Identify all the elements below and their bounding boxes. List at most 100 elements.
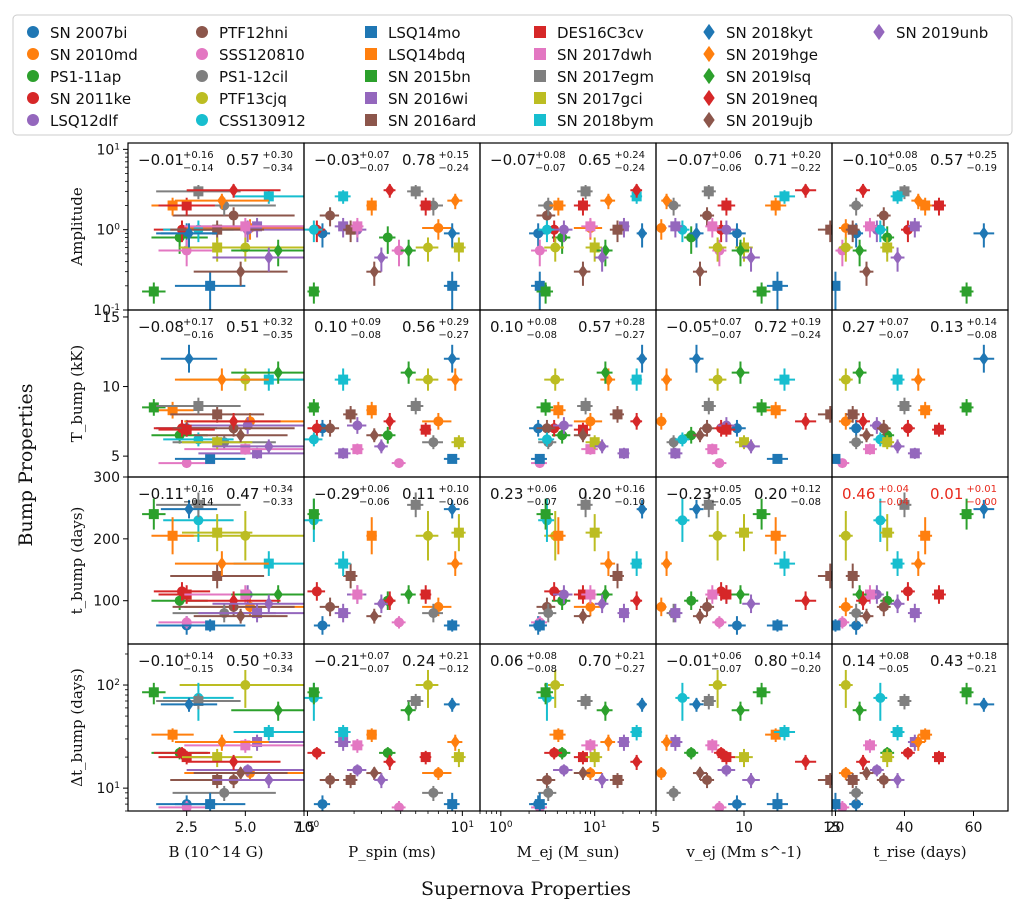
point-marker — [618, 737, 629, 748]
data-point — [911, 551, 926, 576]
point-marker — [612, 224, 623, 235]
data-point — [845, 773, 860, 789]
data-point — [708, 368, 727, 391]
data-point — [717, 750, 736, 765]
correlation-lower: −0.14 — [183, 497, 214, 508]
correlation-annotation: 0.23 +0.06 −0.07 0.20 +0.16 −0.10 — [490, 484, 645, 508]
x-tick-label: 5 — [652, 820, 661, 836]
correlation-lower: −0.06 — [359, 497, 390, 508]
data-point — [443, 619, 460, 632]
data-point — [422, 412, 452, 430]
point-marker — [882, 437, 893, 448]
legend-label: SN 2018bym — [557, 112, 654, 130]
point-marker — [228, 755, 239, 769]
point-marker — [721, 424, 732, 435]
x-axis-label: t_rise (days) — [873, 843, 966, 861]
point-marker — [597, 250, 607, 265]
point-marker — [703, 499, 714, 510]
data-point — [795, 591, 817, 610]
legend-label: PTF13cjq — [219, 90, 287, 108]
panel: 0.46 +0.04 −0.04 0.01 +0.01 −0.00 — [831, 476, 1009, 645]
correlation-lower: −0.24 — [790, 330, 821, 341]
data-point — [630, 412, 643, 430]
point-marker — [352, 444, 363, 455]
data-point — [765, 197, 787, 216]
point-marker — [875, 515, 886, 526]
point-marker — [428, 787, 439, 798]
point-marker — [589, 242, 600, 253]
legend-label: SN 2017egm — [557, 68, 654, 86]
point-marker — [756, 286, 767, 297]
legend: SN 2007bi SN 2010md PS1-11ap SN 2011ke LSQ12… — [12, 14, 1013, 136]
point-marker — [394, 458, 405, 469]
point-marker — [899, 186, 910, 197]
point-marker — [240, 740, 251, 751]
point-marker — [410, 186, 421, 197]
data-point — [585, 748, 603, 768]
data-point — [407, 397, 424, 415]
data-point — [233, 190, 304, 204]
data-point — [212, 773, 304, 789]
point-marker — [558, 764, 569, 775]
correlation-annotation: −0.03 +0.07 −0.07 0.78 +0.15 −0.24 — [314, 150, 469, 174]
point-marker — [376, 773, 387, 787]
point-marker — [702, 423, 713, 434]
point-marker — [731, 228, 742, 239]
data-point — [675, 498, 690, 542]
correlation-lower: −0.35 — [262, 330, 293, 341]
point-marker — [933, 752, 944, 763]
y-tick-label: 101 — [96, 781, 120, 797]
point-marker — [913, 372, 924, 387]
data-point — [443, 271, 460, 310]
panel: −0.01 +0.16−0.14 0.57 +0.30−0.3410-1100101A… — [68, 142, 305, 319]
point-marker — [541, 423, 552, 434]
point-marker — [217, 556, 227, 571]
data-point — [675, 432, 690, 447]
correlation-value: 0.47 — [226, 485, 259, 503]
point-marker — [909, 448, 920, 459]
data-point — [307, 498, 320, 530]
legend-marker — [703, 89, 715, 107]
panel: −0.07 +0.06 −0.06 0.71 +0.20 −0.22 — [655, 142, 833, 311]
data-point — [304, 432, 323, 447]
data-point — [918, 517, 933, 555]
legend-marker — [27, 70, 39, 82]
point-marker — [317, 620, 328, 631]
data-point — [160, 499, 218, 519]
point-marker — [631, 414, 642, 429]
point-marker — [933, 589, 944, 600]
point-marker — [909, 608, 920, 619]
data-point — [708, 669, 727, 708]
data-point — [549, 728, 566, 743]
point-marker — [668, 787, 679, 798]
correlation-lower: −0.07 — [711, 664, 742, 675]
point-marker — [851, 787, 862, 798]
legend-entry: CSS130912 — [196, 112, 306, 130]
point-marker — [585, 221, 596, 232]
data-point — [832, 453, 841, 464]
correlation-value: 0.20 — [578, 485, 611, 503]
data-point — [179, 669, 304, 708]
point-marker — [217, 372, 227, 387]
point-marker — [882, 752, 893, 763]
point-marker — [603, 556, 614, 571]
point-marker — [840, 242, 851, 253]
data-point — [869, 764, 884, 777]
point-marker — [589, 752, 600, 763]
point-marker — [631, 755, 642, 769]
point-marker — [746, 773, 756, 787]
correlation-lower: −0.07 — [711, 330, 742, 341]
point-marker — [585, 601, 596, 612]
data-point — [689, 499, 704, 519]
data-point — [959, 498, 974, 530]
data-point — [880, 748, 895, 768]
data-point — [705, 217, 720, 238]
legend-entry: SN 2011ke — [27, 90, 131, 108]
data-point — [374, 439, 388, 454]
correlation-value: 0.24 — [402, 652, 435, 670]
point-marker — [422, 242, 433, 253]
point-marker — [913, 735, 924, 749]
point-marker — [854, 703, 865, 717]
data-point — [907, 447, 922, 459]
point-marker — [541, 224, 552, 235]
